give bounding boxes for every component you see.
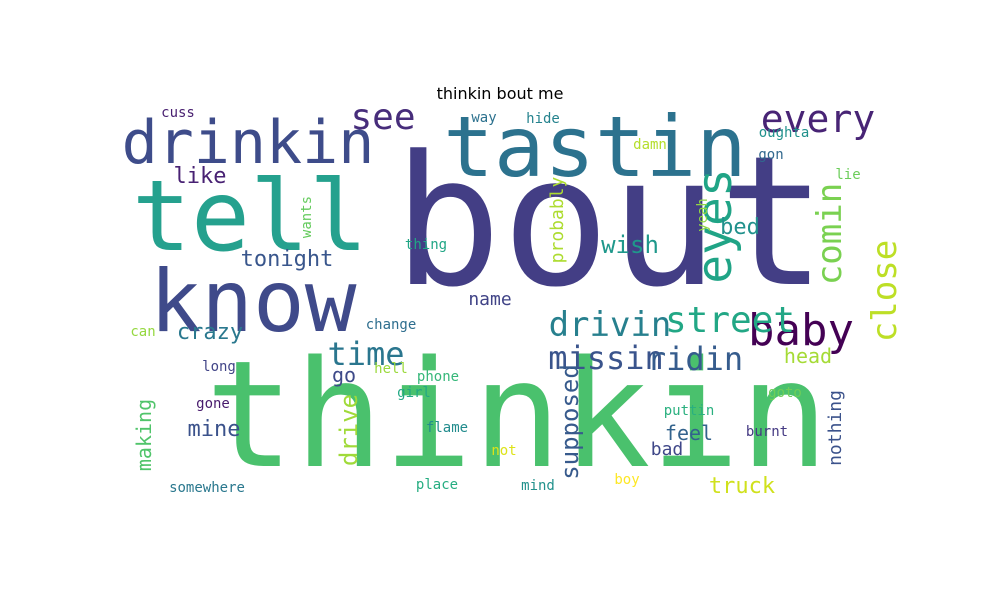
word-see: see (350, 105, 416, 138)
word-yeah: yeah (695, 198, 711, 232)
figure-title: thinkin bout me (436, 84, 564, 103)
word-tell: tell (131, 160, 369, 274)
word-oughta: oughta (758, 125, 810, 141)
word-nothing: nothing (825, 390, 846, 466)
word-thing: thing (404, 237, 448, 253)
word-hide: hide (526, 111, 560, 127)
word-time: time (327, 335, 405, 373)
word-lie: lie (835, 167, 861, 183)
word-cuss: cuss (161, 105, 195, 121)
word-mind: mind (521, 478, 555, 494)
word-probably: probably (547, 176, 568, 264)
word-bed: bed (720, 215, 760, 240)
word-place: place (415, 477, 459, 493)
word-making: making (132, 398, 156, 472)
word-every: every (760, 105, 876, 141)
word-can: can (130, 324, 156, 340)
word-gone: gone (196, 396, 230, 412)
word-drive: drive (335, 393, 363, 467)
word-long: long (202, 359, 236, 375)
word-drivin: drivin (548, 305, 672, 345)
word-street: street (664, 300, 796, 341)
word-burnt: burnt (745, 424, 789, 440)
word-hell: hell (374, 361, 408, 377)
word-crazy: crazy (176, 320, 244, 345)
word-name: name (468, 289, 512, 310)
word-flame: flame (425, 420, 469, 436)
word-change: change (365, 317, 417, 333)
word-way: way (471, 110, 497, 126)
word-close: close (865, 239, 900, 343)
word-wants: wants (299, 195, 315, 239)
word-puttin: puttin (663, 403, 715, 419)
word-thinkin: thinkin (205, 329, 829, 500)
word-missin: missin (548, 339, 664, 377)
word-wish: wish (601, 231, 659, 259)
word-bad: bad (650, 439, 684, 460)
word-cloud: bout thinkin tastin tell know drinkin ev… (125, 105, 900, 500)
word-go: go (331, 363, 357, 387)
word-feel: feel (664, 421, 714, 445)
word-head: head (783, 344, 833, 368)
word-bout: bout (393, 118, 827, 327)
word-know: know (149, 252, 357, 352)
word-goto: goto (768, 385, 802, 401)
word-somewhere: somewhere (169, 480, 245, 496)
word-damn: damn (633, 137, 667, 153)
word-tonight: tonight (240, 247, 334, 272)
word-like: like (173, 164, 227, 189)
word-girl: girl (397, 385, 431, 401)
word-boy: boy (614, 472, 640, 488)
word-not: not (491, 443, 517, 459)
word-tastin: tastin (443, 105, 747, 196)
word-comin: comin (810, 182, 850, 286)
word-supposed: supposed (556, 364, 584, 480)
word-ridin: ridin (646, 340, 744, 378)
word-drinkin: drinkin (125, 108, 375, 178)
word-baby: baby (748, 305, 854, 356)
word-mine: mine (187, 417, 241, 442)
word-phone: phone (416, 369, 460, 385)
word-truck: truck (708, 474, 776, 499)
word-gon: gon (758, 147, 784, 163)
